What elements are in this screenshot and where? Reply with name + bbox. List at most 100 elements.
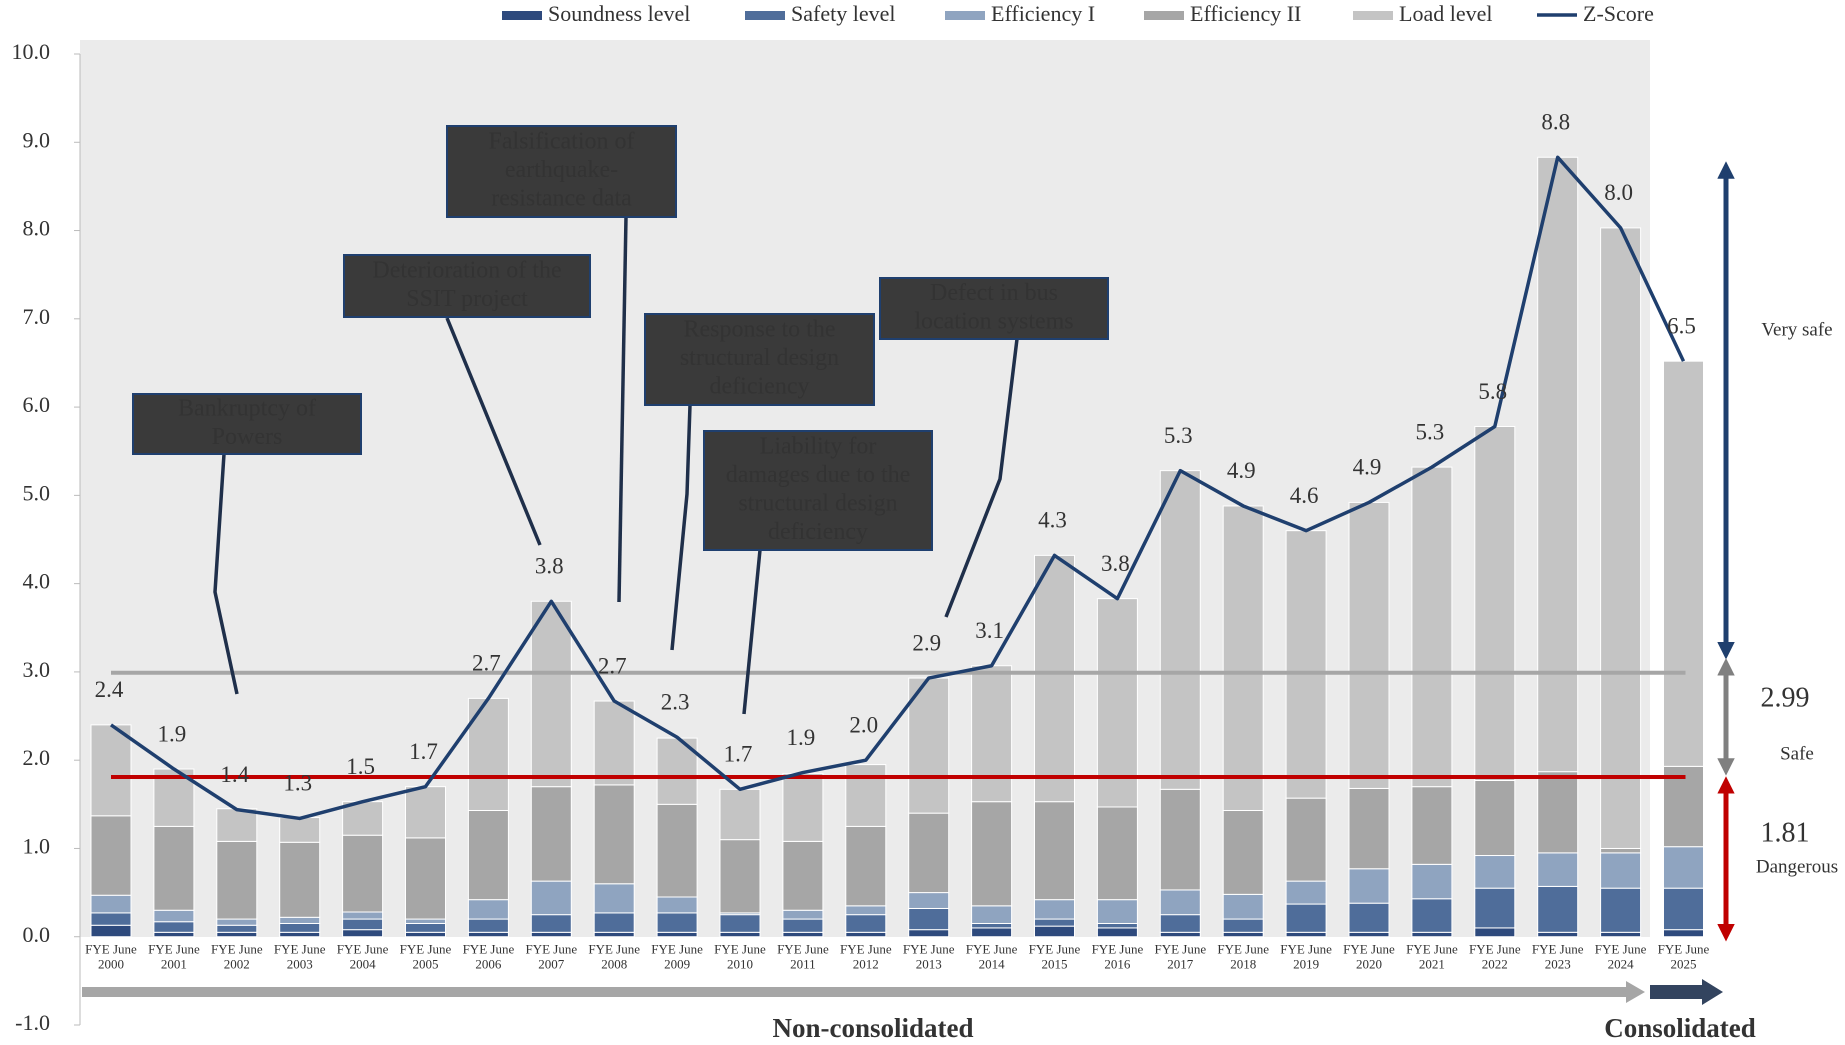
bar-segment [279,817,321,843]
bar-segment [405,837,446,920]
bar-segment [1348,931,1390,938]
x-tick-label-line: FYE June [651,942,703,957]
bar-segment [971,922,1013,929]
data-label: 8.8 [1541,110,1570,135]
x-tick-label-line: FYE June [840,942,892,957]
bar-segment [405,931,446,938]
data-label: 3.8 [535,554,564,579]
bar-segment [719,839,761,914]
annotation-pointer [944,338,1019,618]
x-tick-label: FYE June 2005 [400,942,452,972]
bar-segment [1285,931,1327,938]
bar-segment [342,834,384,913]
data-label: 1.9 [787,725,816,750]
bar-segment [216,840,258,920]
data-label: 5.3 [1416,419,1445,444]
x-tick-label-line: FYE June [1343,942,1395,957]
bar-segment [1474,426,1516,781]
y-tick-label: 6.0 [23,392,51,417]
data-label: 4.9 [1227,458,1256,483]
x-tick-label: FYE June 2000 [85,942,137,972]
y-tick-label: 2.0 [23,745,51,770]
x-tick-label-line: FYE June [714,942,766,957]
bar-segment [1159,788,1201,891]
bar-segment [908,812,950,894]
data-label: 2.9 [912,630,941,655]
x-tick-label-line: 2021 [1419,957,1445,972]
annotation-pointer [617,216,628,603]
x-tick-label-line: 2006 [475,957,502,972]
data-label: 5.8 [1478,379,1507,404]
bar-segment [405,786,446,839]
bar-segment [1474,887,1516,929]
bar-segment [1285,903,1327,933]
legend-label: Safety level [791,1,895,26]
x-tick-label: FYE June 2003 [274,942,326,972]
data-label: 2.0 [849,712,878,737]
data-label: 1.9 [158,721,187,746]
bar-segment [1159,470,1201,790]
bar-segment [593,931,635,938]
x-tick-label-line: FYE June [525,942,577,957]
x-tick-label: FYE June 2015 [1029,942,1081,972]
x-tick-label-line: FYE June [777,942,829,957]
bar-segment [153,825,195,911]
x-tick-label-line: 2007 [538,957,565,972]
y-tick-label: 4.0 [23,569,51,594]
bar-segment [782,840,824,911]
data-label: 8.0 [1604,180,1633,205]
annotation-text: Bankruptcy of [178,395,316,421]
bar-segment [1411,863,1453,900]
bar-segment [90,924,132,938]
bar-segment [1034,801,1075,901]
bar-segment [279,922,321,933]
bar-segment [1474,779,1516,857]
x-tick-label: FYE June 2006 [463,942,515,972]
y-tick-label: 0.0 [23,922,51,947]
x-tick-label-line: FYE June [1406,942,1458,957]
bar-segment [1096,922,1138,929]
x-tick-label-line: 2009 [664,957,690,972]
x-tick-label-line: FYE June [588,942,640,957]
bar-segment [405,922,446,933]
y-tick-label: 10.0 [12,39,51,64]
period-arrow [1650,979,1723,1005]
x-tick-label-line: 2000 [98,957,124,972]
bar-segment [1159,931,1201,938]
bar-segment [342,918,384,931]
x-tick-label: FYE June 2023 [1532,942,1584,972]
x-tick-label: FYE June 2013 [903,942,955,972]
annotation-box [132,393,362,455]
data-label: 2.3 [661,690,690,715]
x-tick-label-line: 2023 [1545,957,1571,972]
bar-segment [405,918,446,924]
bar-segment [1663,887,1704,931]
x-tick-label-line: 2001 [161,957,187,972]
y-tick-label: 3.0 [23,657,51,682]
zone-label: Safe [1780,743,1814,764]
data-label: 4.6 [1290,483,1319,508]
bar-segment [153,909,195,923]
x-tick-label-line: FYE June [966,942,1018,957]
x-tick-label-line: FYE June [400,942,452,957]
x-tick-label-line: FYE June [1092,942,1144,957]
data-label: 1.7 [724,742,753,767]
y-tick-label: -1.0 [15,1010,50,1035]
data-label: 4.9 [1353,455,1382,480]
legend-label: Load level [1399,1,1492,26]
reference-label: 1.81 [1761,817,1810,848]
x-tick-label: FYE June 2012 [840,942,892,972]
annotation-text: earthquake- [505,157,618,183]
bar-segment [971,905,1013,924]
bar-segment [530,931,572,938]
bar-segment [1474,927,1516,938]
bar-segment [1537,885,1579,933]
x-tick-label-line: 2002 [224,957,250,972]
bar-segment [971,801,1013,907]
annotation-text: Liability for [760,433,877,459]
x-tick-label: FYE June 2001 [148,942,200,972]
bar-segment [656,912,698,933]
annotation-pointer [445,317,542,546]
bar-segment [1537,156,1579,773]
bar-segment [656,931,698,938]
